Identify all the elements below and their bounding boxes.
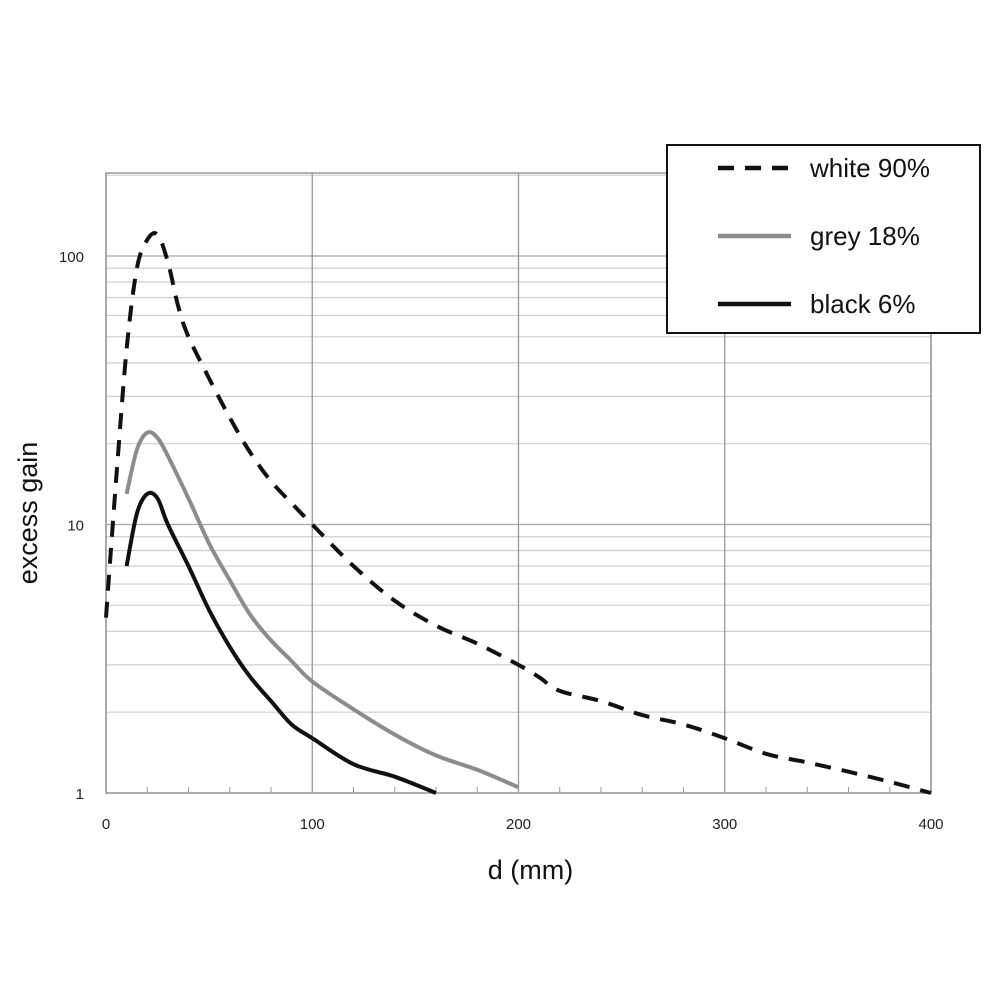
x-tick-label: 400 xyxy=(918,816,943,833)
series-layer xyxy=(104,231,932,795)
x-axis-ticks: 0 100 200 300 400 xyxy=(102,816,944,833)
x-tick-label: 200 xyxy=(506,816,531,833)
y-tick-label: 10 xyxy=(67,518,84,535)
plot-area-frame xyxy=(105,172,932,794)
x-tick-label: 0 xyxy=(102,816,110,833)
legend-label: white 90% xyxy=(809,153,930,183)
legend-label: grey 18% xyxy=(810,221,920,251)
legend-label: black 6% xyxy=(810,289,916,319)
x-tick-label: 300 xyxy=(712,816,737,833)
y-axis-ticks: 1 10 100 xyxy=(59,249,84,803)
y-tick-label: 1 xyxy=(76,786,84,803)
legend-box xyxy=(666,144,981,334)
legend: white 90% grey 18% black 6% xyxy=(666,144,981,334)
series-line-2 xyxy=(124,430,520,790)
x-tick-label: 100 xyxy=(300,816,325,833)
x-axis-title: d (mm) xyxy=(488,855,573,885)
y-tick-label: 100 xyxy=(59,249,84,266)
series-line-1 xyxy=(104,231,932,795)
legend-entries: white 90% grey 18% black 6% xyxy=(718,153,930,319)
y-axis-title: excess gain xyxy=(13,442,43,585)
series-line-3 xyxy=(124,490,437,795)
